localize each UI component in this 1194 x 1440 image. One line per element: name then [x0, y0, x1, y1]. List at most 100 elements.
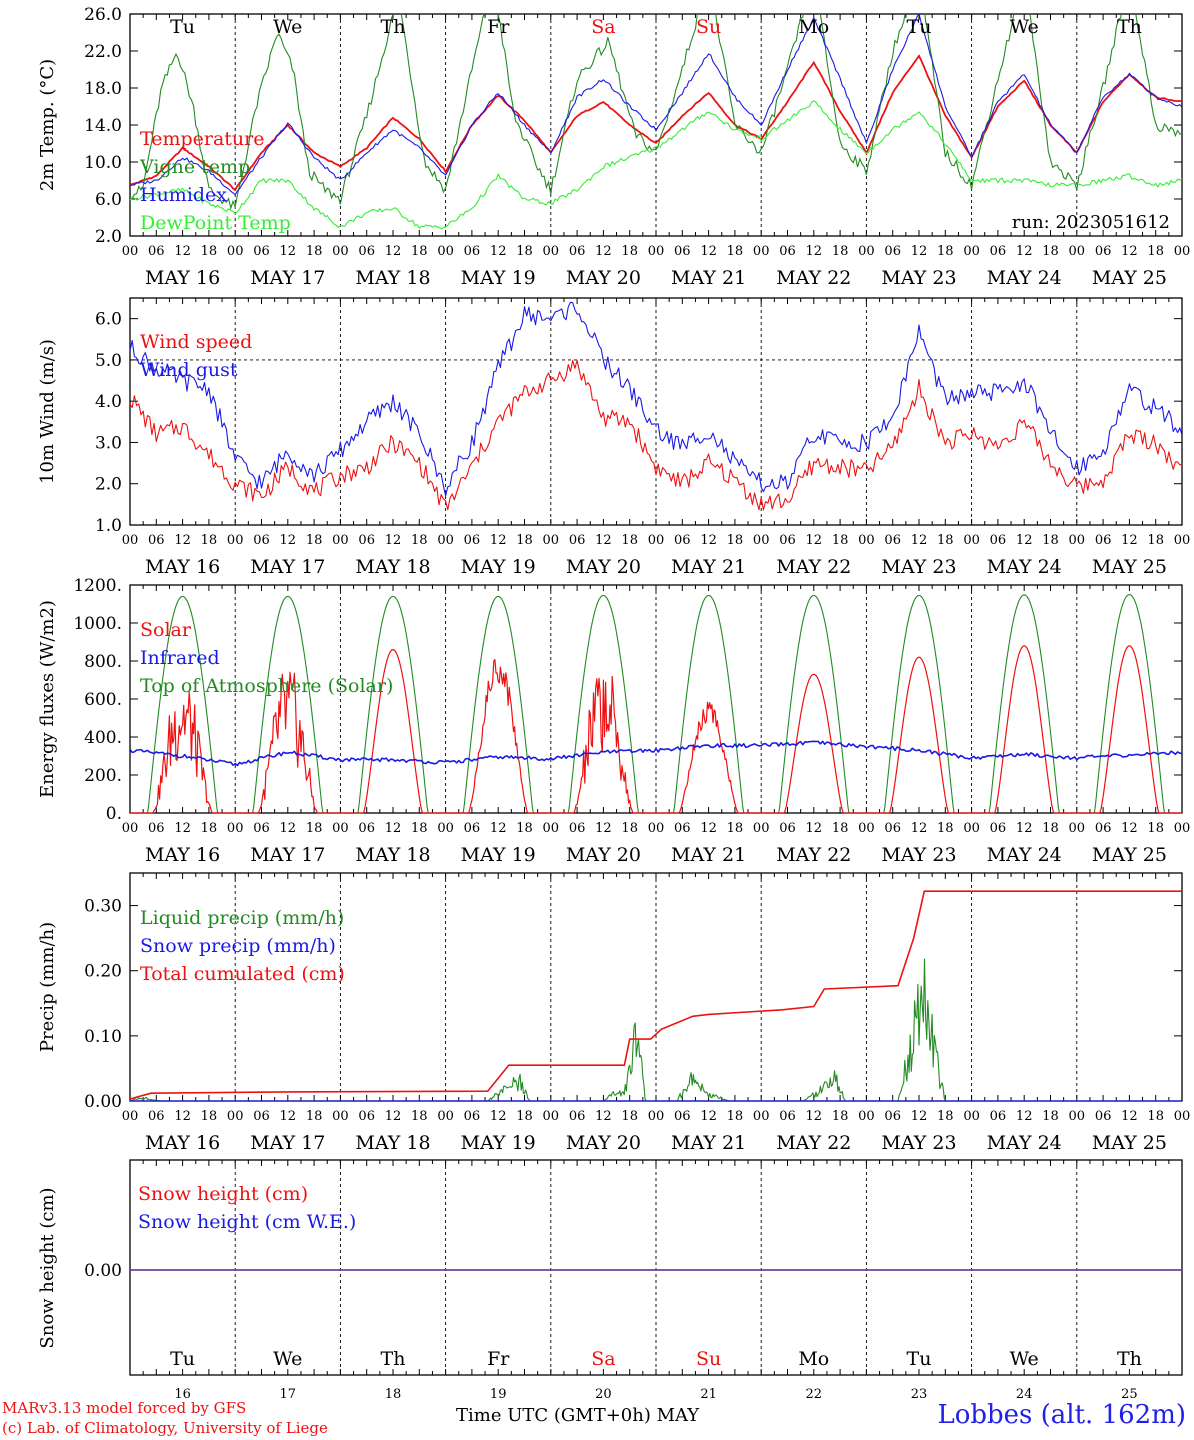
x-axis-label: Time UTC (GMT+0h) MAY [456, 1405, 700, 1426]
y-tick-label: 10.0 [84, 153, 122, 173]
day-number-label: 25 [1121, 1387, 1138, 1402]
weekday-label: Th [1117, 1348, 1142, 1370]
hour-tick-label: 12 [1121, 821, 1138, 836]
hour-tick-label: 06 [1095, 1109, 1112, 1124]
hour-tick-label: 06 [253, 821, 270, 836]
y-tick-label: 0.30 [84, 897, 122, 917]
hour-tick-label: 18 [201, 244, 218, 259]
day-number-label: 20 [595, 1387, 612, 1402]
hour-tick-label: 00 [332, 1109, 349, 1124]
weekday-label: Mo [798, 16, 829, 38]
date-label: MAY 20 [566, 267, 641, 289]
hour-tick-label: 06 [884, 821, 901, 836]
model-credit: MARv3.13 model forced by GFS [2, 1399, 247, 1417]
date-label: MAY 24 [987, 267, 1062, 289]
series-total-cumulated [129, 890, 1182, 1100]
hour-tick-label: 12 [280, 821, 297, 836]
hour-tick-label: 06 [884, 533, 901, 548]
hour-tick-label: 18 [516, 1109, 533, 1124]
day-number-label: 23 [911, 1387, 928, 1402]
hour-tick-label: 00 [858, 821, 875, 836]
date-label: MAY 16 [145, 267, 220, 289]
hour-tick-label: 00 [122, 1109, 139, 1124]
hour-tick-label: 18 [937, 533, 954, 548]
hour-tick-label: 18 [1042, 533, 1059, 548]
hour-tick-label: 18 [727, 821, 744, 836]
date-label: MAY 16 [145, 556, 220, 578]
hour-tick-label: 00 [1174, 244, 1191, 259]
hour-tick-label: 12 [911, 821, 928, 836]
day-number-label: 21 [700, 1387, 717, 1402]
hour-tick-label: 12 [595, 533, 612, 548]
legend-entry: Total cumulated (cm) [140, 963, 345, 985]
hour-tick-label: 06 [358, 821, 375, 836]
hour-tick-label: 12 [1121, 244, 1138, 259]
hour-tick-label: 00 [1069, 244, 1086, 259]
y-tick-label: 600. [84, 690, 122, 710]
day-number-label: 18 [385, 1387, 402, 1402]
hour-tick-label: 06 [779, 821, 796, 836]
hour-tick-label: 12 [806, 1109, 823, 1124]
date-label: MAY 19 [461, 844, 536, 866]
hour-tick-label: 06 [884, 1109, 901, 1124]
weekday-label: Su [696, 16, 721, 38]
legend-entry: Infrared [140, 647, 220, 669]
hour-tick-label: 00 [1174, 821, 1191, 836]
hour-tick-label: 06 [884, 244, 901, 259]
hour-tick-label: 00 [648, 821, 665, 836]
series-humidex [130, 14, 1182, 196]
copyright-credit: (c) Lab. of Climatology, University of L… [2, 1419, 328, 1437]
hour-tick-label: 18 [1147, 244, 1164, 259]
hour-tick-label: 00 [963, 821, 980, 836]
hour-tick-label: 12 [385, 821, 402, 836]
weekday-label: Fr [487, 1348, 510, 1370]
hour-tick-label: 12 [490, 244, 507, 259]
legend-entry: Top of Atmosphere (Solar) [140, 675, 393, 697]
hour-tick-label: 12 [174, 1109, 191, 1124]
hour-tick-label: 06 [148, 1109, 165, 1124]
series-wind-speed [129, 359, 1183, 511]
weekday-label: Tu [170, 1348, 195, 1370]
hour-tick-label: 00 [437, 1109, 454, 1124]
weekday-label: We [273, 16, 302, 38]
hour-tick-label: 00 [543, 821, 560, 836]
date-label: MAY 23 [881, 844, 956, 866]
date-label: MAY 17 [250, 844, 325, 866]
date-label: MAY 21 [671, 844, 746, 866]
y-tick-label: 0. [106, 804, 122, 824]
hour-tick-label: 18 [201, 821, 218, 836]
date-label: MAY 22 [776, 1132, 851, 1154]
day-number-label: 17 [280, 1387, 297, 1402]
hour-tick-label: 12 [490, 533, 507, 548]
hour-tick-label: 06 [1095, 533, 1112, 548]
hour-tick-label: 06 [253, 244, 270, 259]
hour-tick-label: 18 [937, 1109, 954, 1124]
y-axis-label: 10m Wind (m/s) [37, 339, 58, 484]
date-label: MAY 25 [1092, 844, 1167, 866]
hour-tick-label: 00 [753, 533, 770, 548]
hour-tick-label: 00 [227, 1109, 244, 1124]
legend-entry: DewPoint Temp [140, 212, 291, 234]
hour-tick-label: 12 [700, 1109, 717, 1124]
y-tick-label: 14.0 [84, 116, 122, 136]
date-label: MAY 18 [355, 844, 430, 866]
date-label: MAY 20 [566, 844, 641, 866]
hour-tick-label: 12 [911, 533, 928, 548]
day-number-label: 19 [490, 1387, 507, 1402]
hour-tick-label: 00 [753, 244, 770, 259]
y-tick-label: 22.0 [84, 42, 122, 62]
hour-tick-label: 12 [1016, 821, 1033, 836]
hour-tick-label: 06 [148, 533, 165, 548]
hour-tick-label: 00 [963, 244, 980, 259]
weekday-label: We [1010, 16, 1039, 38]
hour-tick-label: 18 [411, 244, 428, 259]
hour-tick-label: 06 [358, 533, 375, 548]
hour-tick-label: 06 [253, 1109, 270, 1124]
date-label: MAY 18 [355, 556, 430, 578]
hour-tick-label: 18 [727, 244, 744, 259]
legend-entry: Temperature [140, 128, 264, 150]
hour-tick-label: 00 [437, 533, 454, 548]
hour-tick-label: 18 [1042, 244, 1059, 259]
hour-tick-label: 12 [490, 1109, 507, 1124]
